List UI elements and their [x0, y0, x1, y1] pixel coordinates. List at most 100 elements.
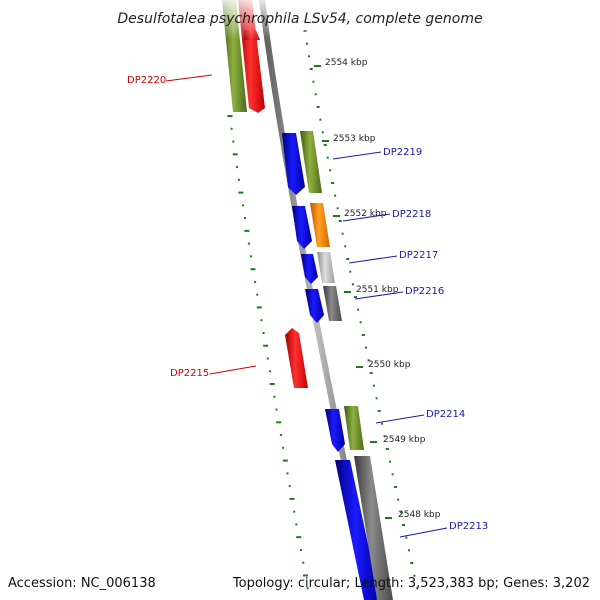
gene-dp2217[interactable]	[317, 252, 335, 283]
gene-dp2215[interactable]	[285, 328, 308, 388]
gc-dot	[306, 587, 309, 590]
gc-content-trace	[227, 30, 419, 590]
gc-dot	[375, 397, 378, 400]
kbp-tick	[370, 441, 377, 443]
gene-label-dp2216[interactable]: DP2216	[405, 286, 444, 297]
kbp-label: 2554 kbp	[325, 58, 368, 68]
kbp-labels: 2554 kbp 2553 kbp 2552 kbp 2551 kbp 2550…	[325, 58, 441, 520]
gc-dot	[269, 383, 275, 385]
gc-dot	[296, 536, 302, 539]
gene-blue-6[interactable]	[335, 460, 380, 600]
gc-dot	[323, 144, 327, 146]
gc-dot	[397, 498, 400, 501]
gc-dot	[369, 372, 373, 374]
gc-dot	[389, 460, 391, 463]
gc-dot	[241, 204, 244, 207]
gc-dot	[351, 283, 354, 286]
gc-dot	[276, 421, 282, 424]
gc-dot	[263, 344, 269, 347]
kbp-tick	[356, 366, 363, 368]
gc-dot	[321, 131, 324, 134]
gc-dot	[262, 332, 265, 334]
gc-dot	[416, 587, 419, 590]
gc-dot	[256, 293, 259, 296]
gene-label-dp2217[interactable]: DP2217	[399, 250, 438, 261]
gene-label-dp2213[interactable]: DP2213	[449, 521, 488, 532]
gene-label-dp2214[interactable]: DP2214	[426, 409, 465, 420]
gc-dot	[372, 384, 375, 387]
gc-dot	[254, 280, 257, 283]
gc-dot	[359, 321, 362, 324]
gc-dot	[341, 232, 344, 235]
gene-dp2216[interactable]	[323, 286, 342, 321]
gene-label-dp2215[interactable]: DP2215	[170, 368, 209, 379]
gene-track	[222, 0, 393, 600]
kbp-label: 2549 kbp	[383, 435, 426, 445]
gene-dp2218[interactable]	[310, 203, 330, 247]
kbp-label: 2550 kbp	[368, 360, 411, 370]
gc-dot	[269, 370, 271, 373]
gc-dot	[247, 242, 250, 245]
gc-dot	[244, 229, 250, 232]
top-fade	[0, 0, 600, 40]
gene-blue-4[interactable]	[305, 289, 324, 323]
gene-labels: DP2220 DP2219 DP2218 DP2217 DP2216 DP221…	[127, 75, 488, 532]
gc-dot	[393, 486, 397, 488]
gc-dot	[250, 268, 256, 271]
gc-dot	[331, 182, 335, 184]
gc-dot	[279, 434, 282, 437]
kbp-label: 2553 kbp	[333, 134, 376, 144]
gc-dot	[230, 127, 233, 130]
gene-dp2219[interactable]	[300, 131, 322, 193]
gc-dot	[266, 357, 269, 360]
gc-dot	[413, 574, 416, 577]
gc-dot	[232, 140, 235, 143]
accession-text: Accession: NC_006138	[8, 576, 156, 591]
kbp-label: 2552 kbp	[344, 209, 387, 219]
gene-label-dp2220[interactable]: DP2220	[127, 75, 166, 86]
gc-dot	[344, 245, 347, 248]
gene-blue-3[interactable]	[301, 254, 318, 284]
gc-dot	[289, 497, 295, 500]
gc-dot	[314, 93, 317, 96]
gc-dot	[238, 191, 244, 194]
gene-label-lines	[165, 74, 448, 538]
gene-dp2213[interactable]	[354, 456, 393, 600]
topology-text: Topology: circular; Length: 3,523,383 bp…	[232, 576, 590, 591]
gc-dot	[354, 296, 357, 298]
gc-dot	[282, 446, 285, 449]
gc-dot	[316, 106, 320, 108]
gene-dp2214[interactable]	[344, 406, 364, 450]
gc-dot	[236, 166, 238, 169]
kbp-tick	[322, 140, 329, 142]
gc-dot	[334, 194, 337, 197]
gene-label-dp2219[interactable]: DP2219	[383, 147, 422, 158]
gc-dot	[293, 510, 296, 513]
gene-label-dp2218[interactable]: DP2218	[392, 209, 431, 220]
gc-dot	[303, 574, 308, 577]
gene-blue-2[interactable]	[292, 206, 312, 249]
kbp-label: 2548 kbp	[398, 510, 441, 520]
gc-dot	[286, 472, 289, 475]
gc-dot	[288, 485, 291, 488]
gene-blue-1[interactable]	[282, 133, 305, 195]
gc-dot	[405, 536, 408, 539]
gc-dot	[329, 169, 332, 172]
kbp-tick	[385, 517, 392, 519]
gc-dot	[275, 408, 278, 411]
gc-dot	[326, 156, 329, 159]
gc-dot	[346, 258, 350, 260]
gene-blue-5[interactable]	[325, 409, 345, 452]
gc-dot	[302, 561, 305, 564]
gc-dot	[410, 562, 414, 564]
gc-dot	[365, 346, 367, 349]
gc-dot	[367, 359, 370, 362]
kbp-tick	[344, 291, 351, 293]
gc-dot	[349, 270, 352, 273]
gc-dot	[319, 118, 322, 121]
gc-dot	[399, 511, 402, 514]
gc-dot	[295, 523, 298, 526]
gc-dot	[383, 435, 386, 438]
gc-dot	[385, 448, 389, 450]
